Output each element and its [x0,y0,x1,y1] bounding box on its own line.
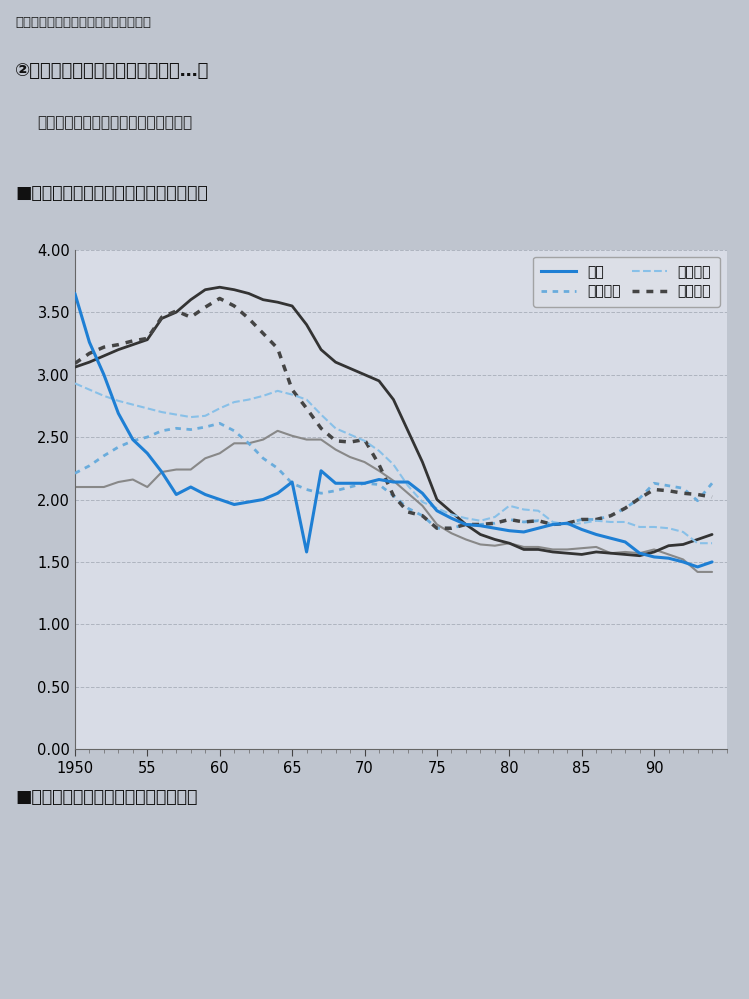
Text: 職後の就業機会の提供など方策など。: 職後の就業機会の提供など方策など。 [15,16,151,29]
Text: 済支援が手厚く，育児休暇制度や保育: 済支援が手厚く，育児休暇制度や保育 [37,115,192,130]
Text: ②ヨーロッパ諸国の社会保障制度…フ: ②ヨーロッパ諸国の社会保障制度…フ [15,62,210,80]
Legend: 日本, アメリカ, フランス, イギリス: 日本, アメリカ, フランス, イギリス [533,257,720,307]
Text: ■おもなアジアの国・地域の合計特殊: ■おもなアジアの国・地域の合計特殊 [15,788,197,806]
Text: ■おもな先進国の合計特殊出生率の推移: ■おもな先進国の合計特殊出生率の推移 [15,184,207,202]
